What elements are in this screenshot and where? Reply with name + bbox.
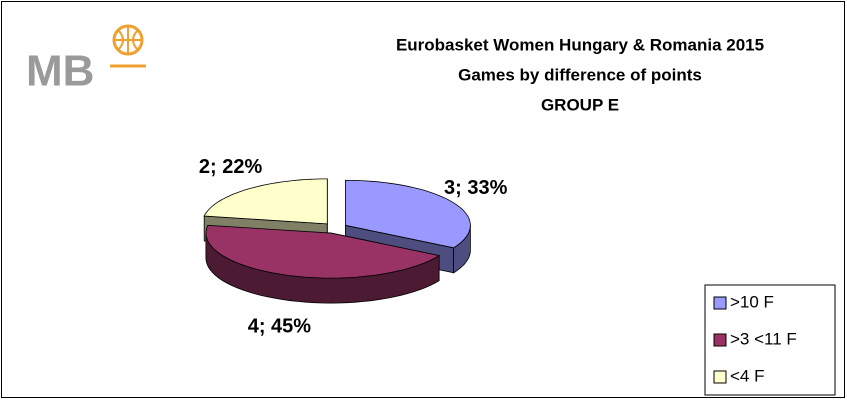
- legend-swatch: [713, 370, 727, 384]
- slice: [344, 179, 471, 249]
- legend-label: >3 <11 F: [730, 329, 797, 348]
- slice: [205, 224, 441, 279]
- logo-text: MB: [26, 47, 94, 96]
- chart-subtitle: Games by difference of points: [458, 65, 702, 84]
- logo-ball-lines: [114, 26, 142, 54]
- legend-swatch: [713, 333, 727, 347]
- legend-box: [704, 284, 836, 396]
- legend-label: <4 F: [730, 366, 765, 385]
- data-label: 2; 22%: [199, 156, 263, 178]
- legend-swatch: [713, 296, 727, 310]
- chart-subtitle: GROUP E: [541, 95, 619, 114]
- data-label: 4; 45%: [248, 315, 312, 337]
- chart-title: Eurobasket Women Hungary & Romania 2015: [396, 35, 764, 54]
- logo: MB: [26, 24, 146, 96]
- slice: [203, 178, 328, 225]
- legend-label: >10 F: [730, 292, 774, 311]
- data-label: 3; 33%: [444, 177, 508, 199]
